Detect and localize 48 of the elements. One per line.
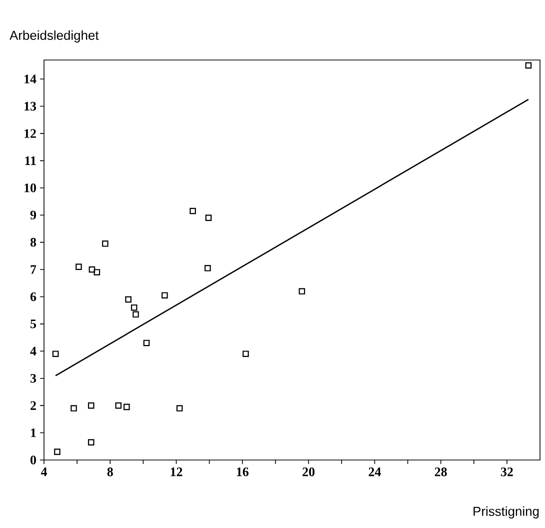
point xyxy=(162,292,168,299)
y-tick-label: 2 xyxy=(30,401,36,410)
y-axis-title: Arbeidsledighet xyxy=(10,30,99,42)
point xyxy=(54,448,60,455)
x-tick-label: 8 xyxy=(107,468,113,476)
x-tick-label: 20 xyxy=(302,468,315,476)
point xyxy=(190,208,196,214)
y-tick-label: 1 xyxy=(31,428,36,438)
x-tick-label: 4 xyxy=(40,468,48,476)
point xyxy=(76,264,82,270)
y-tick-label: 11 xyxy=(25,156,36,165)
y-tick-label: 6 xyxy=(30,292,36,302)
point xyxy=(143,340,150,346)
point xyxy=(88,439,94,446)
point xyxy=(132,311,139,318)
x-tick-label: 28 xyxy=(434,468,447,476)
point xyxy=(70,405,77,412)
x-tick-label: 32 xyxy=(500,468,513,476)
point xyxy=(176,405,183,412)
y-tick-label: 10 xyxy=(24,184,36,192)
y-tick-label: 9 xyxy=(30,210,36,220)
point xyxy=(88,266,96,273)
point xyxy=(115,402,122,409)
y-tick-label: 3 xyxy=(30,374,36,383)
y-tick-label: 13 xyxy=(24,102,36,111)
point xyxy=(88,402,94,409)
point xyxy=(204,265,211,272)
x-tick-label: 12 xyxy=(170,468,182,476)
point xyxy=(102,240,108,247)
point xyxy=(52,350,59,358)
y-tick-label: 4 xyxy=(30,346,36,356)
point xyxy=(124,404,130,410)
y-tick-label: 0 xyxy=(30,456,36,464)
x-tick-label: 16 xyxy=(236,468,248,476)
point xyxy=(130,304,138,311)
x-tick-label: 24 xyxy=(368,468,381,476)
y-tick-label: 12 xyxy=(24,129,36,138)
y-tick-label: 7 xyxy=(30,265,36,274)
point xyxy=(94,269,100,276)
y-tick-label: 8 xyxy=(30,238,36,247)
point xyxy=(205,214,212,221)
y-tick-label: 5 xyxy=(30,320,36,328)
point xyxy=(242,350,249,358)
point xyxy=(298,288,306,294)
point xyxy=(525,62,532,69)
point xyxy=(125,296,132,303)
x-axis-title: Prisstigning xyxy=(474,506,539,518)
y-tick-label: 14 xyxy=(24,74,36,84)
